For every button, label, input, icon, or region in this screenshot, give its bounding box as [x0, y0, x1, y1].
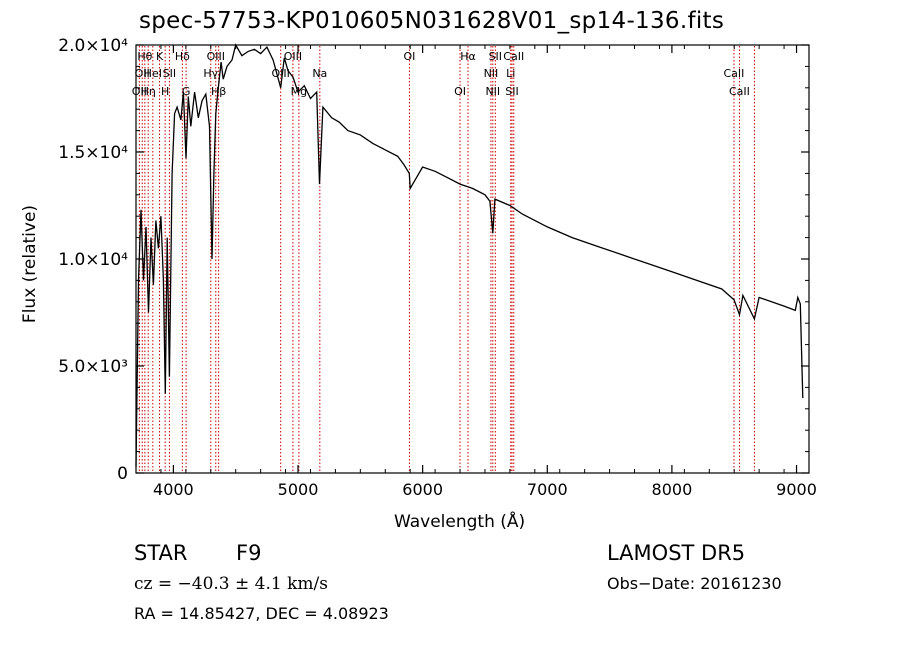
line-marker-label-27: CaII: [729, 85, 750, 98]
line-marker-label-24: SII: [505, 85, 518, 98]
y-axis-label: Flux (relative): [20, 204, 40, 324]
line-marker-label-11: OIII: [207, 50, 225, 63]
line-marker-label-18: OI: [454, 85, 466, 98]
y-tick-label-2: 1.0×10⁴: [58, 250, 128, 270]
y-tick-label-1: 5.0×10³: [58, 357, 128, 377]
line-marker-label-4: HeI: [144, 67, 162, 80]
coordinates: RA = 14.85427, DEC = 4.08923: [134, 604, 389, 623]
x-tick-label-0: 4000: [153, 480, 194, 499]
line-marker-label-8: Hδ: [175, 50, 190, 63]
line-marker-label-9: G: [182, 85, 191, 98]
x-tick-label-1: 5000: [278, 480, 319, 499]
line-marker-labels: OIIOIIHθHηHeIKHSIIHδGHγOIIIHβOIIIOIIIMgN…: [132, 50, 750, 98]
x-tick-label-5: 9000: [776, 480, 817, 499]
x-axis-ticks: 4000 5000 6000 7000 8000 9000: [135, 45, 817, 499]
redshift-velocity: cz = −40.3 ± 4.1 km/s: [134, 574, 328, 594]
line-marker-label-20: NII: [484, 67, 499, 80]
object-class: STAR: [134, 541, 188, 565]
survey-name: LAMOST DR5: [607, 541, 746, 565]
line-marker-label-21: NII: [485, 85, 500, 98]
line-markers: [138, 46, 755, 472]
y-tick-label-0: 0: [117, 464, 128, 484]
observation-date: Obs−Date: 20161230: [607, 574, 782, 593]
y-axis-ticks: 0 5.0×10³ 1.0×10⁴ 1.5×10⁴ 2.0×10⁴: [58, 36, 809, 484]
line-marker-label-10: Hγ: [203, 67, 218, 80]
x-axis-label: Wavelength (Å): [394, 512, 526, 532]
line-marker-label-19: Hα: [460, 50, 476, 63]
line-marker-label-7: SII: [163, 67, 176, 80]
x-tick-label-2: 6000: [402, 480, 443, 499]
x-tick-label-4: 8000: [652, 480, 693, 499]
line-marker-label-25: CaII: [503, 50, 524, 63]
line-marker-label-3: Hη: [141, 85, 156, 98]
line-marker-label-16: Na: [312, 67, 327, 80]
line-marker-label-5: K: [156, 50, 164, 63]
plot-frame: [135, 44, 810, 474]
line-marker-label-14: OIII: [284, 50, 302, 63]
line-marker-label-17: OI: [403, 50, 415, 63]
line-marker-label-1: OII: [135, 67, 150, 80]
x-tick-label-3: 7000: [527, 480, 568, 499]
line-marker-label-2: Hθ: [137, 50, 152, 63]
y-tick-label-3: 1.5×10⁴: [58, 143, 128, 163]
chart-title: spec-57753-KP010605N031628V01_sp14-136.f…: [139, 8, 725, 34]
line-marker-label-23: Li: [506, 67, 515, 80]
spectrum-line: [135, 43, 804, 467]
line-marker-label-12: Hβ: [211, 85, 226, 98]
line-marker-label-26: CaII: [724, 67, 745, 80]
line-marker-label-22: SII: [489, 50, 502, 63]
object-subclass: F9: [236, 541, 262, 565]
y-tick-label-4: 2.0×10⁴: [58, 36, 128, 56]
line-marker-label-6: H: [161, 85, 169, 98]
